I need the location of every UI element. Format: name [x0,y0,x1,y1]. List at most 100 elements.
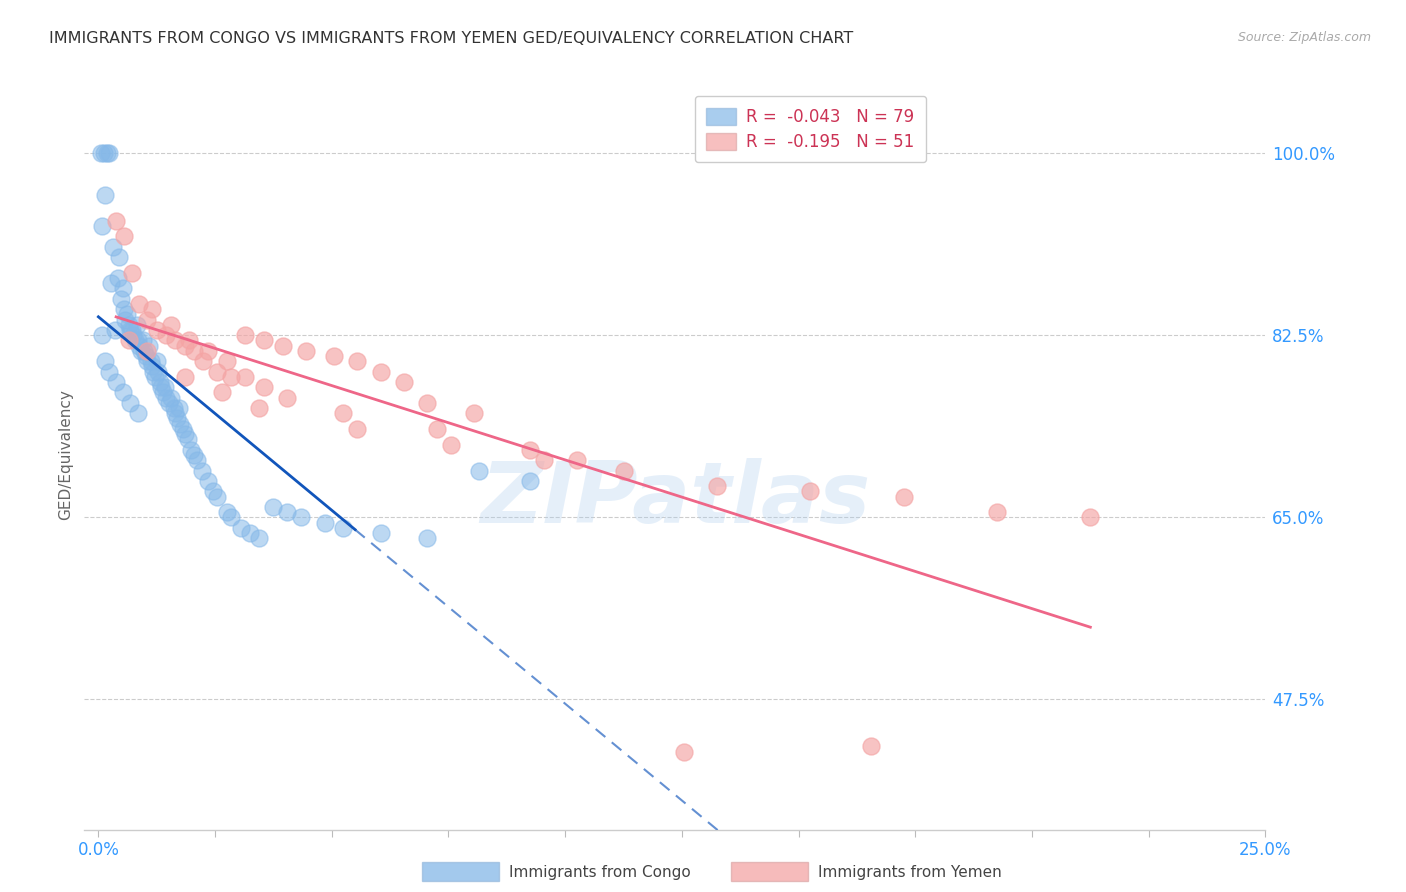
Point [221,369,243,384]
Point [186,453,208,467]
Point [519,442,541,457]
Point [139,354,162,368]
Point [104,323,127,337]
Point [565,453,588,467]
Point [145,354,167,368]
Point [143,369,166,384]
Point [157,396,180,410]
Point [100,276,122,290]
Point [253,380,276,394]
Point [97,146,120,161]
Point [332,406,354,420]
Point [127,334,149,348]
Point [121,266,143,280]
Point [211,385,233,400]
Point [271,338,294,352]
Point [159,318,181,332]
Point [153,380,176,394]
Point [105,213,128,227]
Point [179,334,201,348]
Point [262,500,284,514]
Point [221,510,243,524]
Point [180,442,202,457]
Point [107,271,129,285]
Point [370,365,392,379]
Point [191,464,214,478]
Point [136,343,159,358]
Text: Source: ZipAtlas.com: Source: ZipAtlas.com [1237,31,1371,45]
Point [207,365,229,379]
Text: ZIPatlas: ZIPatlas [479,458,870,541]
Point [166,411,188,425]
Point [163,401,186,415]
Point [173,369,195,384]
Point [120,323,142,337]
Point [416,531,439,545]
Point [124,334,146,348]
Point [136,354,159,368]
Point [183,448,205,462]
Point [152,385,174,400]
Point [142,365,165,379]
Point [893,490,915,504]
Point [249,401,271,415]
Point [136,312,159,326]
Point [468,464,491,478]
Point [141,359,163,374]
Point [392,375,415,389]
Point [112,229,135,244]
Point [201,484,224,499]
Point [90,146,112,161]
Point [118,334,141,348]
Point [103,240,125,254]
Point [197,474,219,488]
Point [97,365,120,379]
Point [239,526,262,541]
Point [706,479,728,493]
Point [146,365,169,379]
Point [197,343,219,358]
Point [426,422,449,436]
Point [128,338,150,352]
Point [96,146,118,161]
Point [141,302,163,317]
Point [290,510,312,524]
Point [155,391,177,405]
Point [519,474,541,488]
Point [108,250,131,264]
Point [416,396,439,410]
Point [91,328,114,343]
Y-axis label: GED/Equivalency: GED/Equivalency [58,390,73,520]
Point [135,349,157,363]
Point [332,521,354,535]
Point [612,464,634,478]
Point [276,505,298,519]
Point [253,334,276,348]
Point [215,505,238,519]
Point [149,375,172,389]
Point [193,354,215,368]
Point [111,385,134,400]
Point [111,281,134,295]
Point [122,328,145,343]
Point [114,312,136,326]
Point [533,453,555,467]
Point [132,334,155,348]
Point [215,354,238,368]
Point [276,391,298,405]
Point [91,219,114,233]
Point [150,380,173,394]
Point [117,307,139,321]
Point [183,343,205,358]
Point [314,516,336,530]
Point [440,437,463,451]
Text: Immigrants from Yemen: Immigrants from Yemen [818,865,1002,880]
Point [173,338,195,352]
Point [177,432,200,446]
Point [125,318,148,332]
Point [172,422,194,436]
Point [207,490,229,504]
Point [346,422,368,436]
Point [229,521,252,535]
Point [165,406,187,420]
